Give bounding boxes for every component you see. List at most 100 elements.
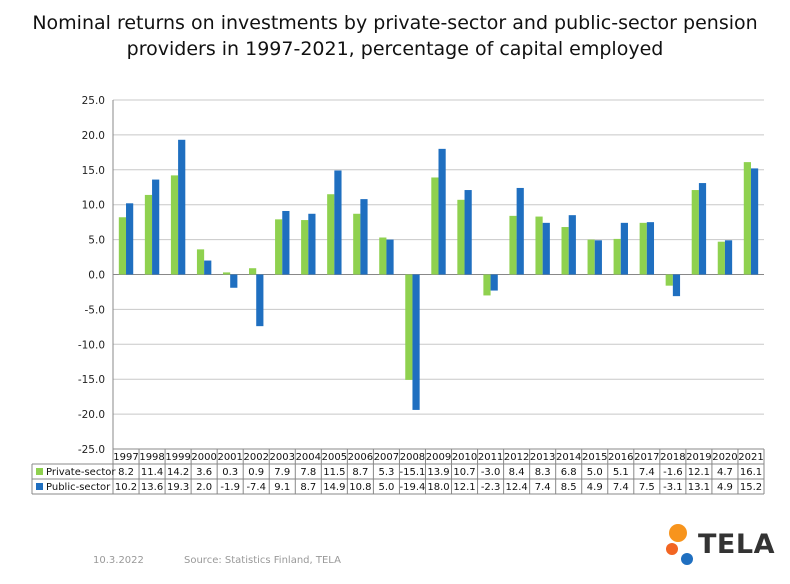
bar-public-2015: [594, 240, 602, 275]
bar-public-2010: [464, 190, 472, 275]
bar-public-1998: [152, 179, 160, 275]
x-tick-label: 2010: [452, 452, 477, 463]
bar-public-2003: [282, 210, 290, 275]
bar-public-2007: [386, 239, 394, 275]
bar-public-2014: [568, 215, 576, 275]
data-label: 4.9: [587, 482, 603, 493]
bar-public-2006: [360, 199, 368, 275]
x-tick-label: 2016: [608, 452, 633, 463]
bar-private-2007: [379, 237, 387, 275]
bar-public-2016: [620, 222, 628, 275]
data-label: 6.8: [561, 467, 577, 478]
data-label: 8.4: [509, 467, 525, 478]
data-label: 15.2: [740, 482, 762, 493]
data-label: 2.0: [196, 482, 212, 493]
data-label: 7.8: [300, 467, 316, 478]
data-label: 5.3: [378, 467, 394, 478]
logo-text: TELA: [698, 529, 775, 560]
bar-private-2020: [717, 241, 725, 275]
legend-label-private: Private-sector: [46, 467, 116, 478]
bar-public-1999: [178, 139, 186, 275]
bar-public-2002: [256, 274, 264, 327]
data-label: 16.1: [740, 467, 762, 478]
logo-dot-orange: [669, 524, 687, 542]
data-label: 9.1: [274, 482, 290, 493]
bar-public-2004: [308, 213, 316, 275]
data-label: 8.2: [118, 467, 134, 478]
x-tick-label: 2011: [478, 452, 503, 463]
data-label: 5.1: [613, 467, 629, 478]
data-label: -7.4: [246, 482, 266, 493]
bar-private-2010: [457, 199, 465, 275]
bar-public-2017: [646, 222, 655, 275]
bar-private-2011: [483, 274, 491, 296]
data-label: 8.3: [535, 467, 551, 478]
bar-public-1997: [126, 203, 134, 275]
y-tick-label: 15.0: [82, 165, 105, 177]
x-tick-label: 1997: [113, 452, 138, 463]
y-tick-label: 5.0: [88, 235, 105, 247]
bar-private-1998: [144, 194, 153, 275]
y-tick-label: -15.0: [78, 374, 105, 386]
data-label: 12.1: [453, 482, 475, 493]
data-label: 3.6: [196, 467, 212, 478]
y-tick-label: 20.0: [82, 130, 105, 142]
x-tick-label: 1998: [139, 452, 164, 463]
footer-date: 10.3.2022: [93, 555, 144, 566]
x-tick-label: 2021: [738, 452, 763, 463]
bar-public-2008: [412, 274, 420, 410]
bar-public-2013: [542, 222, 550, 275]
data-label: 18.0: [427, 482, 449, 493]
x-tick-label: 2008: [400, 452, 425, 463]
bar-private-2005: [327, 194, 335, 275]
data-label: 13.9: [427, 467, 449, 478]
data-label: 10.2: [115, 482, 137, 493]
data-label: 19.3: [167, 482, 189, 493]
data-label: 4.7: [717, 467, 733, 478]
bar-private-2006: [353, 213, 361, 275]
bar-private-2015: [587, 239, 595, 275]
legend-label-public: Public-sector: [46, 482, 111, 493]
bar-private-2009: [431, 177, 439, 275]
data-label: -3.1: [663, 482, 683, 493]
data-label: 7.4: [535, 482, 551, 493]
bar-public-2021: [750, 168, 759, 275]
x-tick-label: 2000: [191, 452, 216, 463]
logo-dot-blue: [681, 553, 693, 565]
data-label: 7.5: [639, 482, 655, 493]
y-tick-label: -5.0: [85, 304, 106, 316]
logo-dot-red: [666, 543, 678, 555]
bar-public-2011: [490, 274, 498, 291]
data-label: 5.0: [587, 467, 603, 478]
bar-private-2013: [535, 216, 543, 275]
x-tick-label: 1999: [165, 452, 190, 463]
y-tick-label: 0.0: [88, 270, 105, 282]
data-label: 12.4: [505, 482, 527, 493]
x-tick-label: 2003: [270, 452, 295, 463]
tela-logo: TELA: [658, 519, 774, 577]
bar-private-2003: [275, 219, 283, 275]
bar-public-2000: [204, 260, 212, 275]
chart-title-line1: Nominal returns on investments by privat…: [32, 12, 758, 34]
data-label: -3.0: [481, 467, 501, 478]
data-label: 10.8: [349, 482, 371, 493]
x-tick-label: 2020: [712, 452, 737, 463]
bar-public-2019: [698, 183, 707, 275]
bar-public-2020: [724, 240, 733, 275]
data-label: 12.1: [688, 467, 710, 478]
bar-private-2021: [743, 162, 751, 275]
bar-private-2012: [509, 215, 517, 275]
data-label: 7.4: [613, 482, 629, 493]
bar-private-1997: [118, 217, 127, 275]
x-tick-label: 2015: [582, 452, 607, 463]
bar-private-2004: [301, 220, 309, 275]
bar-private-2008: [405, 274, 413, 380]
bar-private-2016: [613, 238, 621, 275]
chart-title: Nominal returns on investments by privat…: [0, 10, 790, 62]
data-label: 11.4: [141, 467, 163, 478]
x-tick-label: 2014: [556, 452, 581, 463]
y-tick-label: -25.0: [78, 444, 105, 456]
footer-source: Source: Statistics Finland, TELA: [184, 555, 341, 566]
bar-public-2001: [230, 274, 238, 288]
x-tick-label: 2013: [530, 452, 555, 463]
